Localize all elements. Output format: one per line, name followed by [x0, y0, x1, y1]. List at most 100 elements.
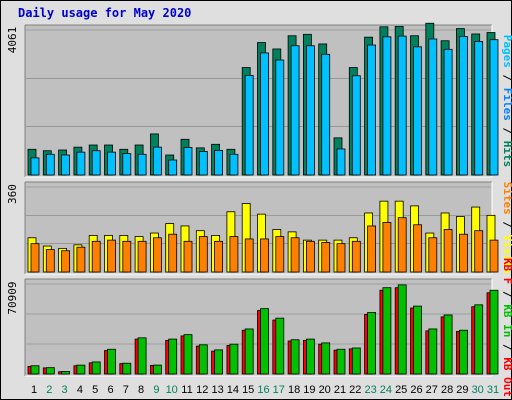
bar-files	[443, 48, 453, 176]
bar-kb-in	[168, 338, 178, 375]
bar-sites	[168, 233, 178, 273]
legend-entry: Visits	[501, 235, 512, 275]
bar-kb-in	[198, 344, 208, 375]
x-tick-label: 1	[31, 384, 37, 396]
bar-files	[382, 36, 392, 176]
x-tick-label: 18	[288, 384, 300, 396]
bar-sites	[137, 240, 147, 273]
bar-files	[183, 147, 193, 176]
bar-sites	[474, 230, 484, 273]
bar-sites	[290, 237, 300, 273]
bar-kb-in	[122, 362, 132, 375]
bar-kb-in	[76, 364, 86, 375]
bar-sites	[458, 233, 468, 273]
bar-kb-in	[45, 367, 55, 375]
bar-files	[413, 46, 422, 176]
x-tick-label: 30	[472, 384, 484, 396]
bar-sites	[61, 250, 70, 273]
bar-files	[290, 45, 300, 176]
bar-sites	[321, 242, 331, 273]
bar-kb-in	[458, 329, 468, 375]
bar-sites	[244, 238, 254, 273]
legend-entry: /	[501, 215, 512, 235]
x-tick-label: 6	[107, 384, 113, 396]
bar-kb-in	[443, 314, 453, 375]
bar-kb-in	[229, 343, 239, 375]
bar-kb-in	[305, 338, 315, 375]
bar-sites	[30, 243, 40, 273]
legend-entry: KB Out	[501, 357, 512, 397]
x-tick-label: 31	[487, 384, 499, 396]
x-tick-label: 24	[380, 384, 392, 396]
x-tick-label: 2	[46, 384, 52, 396]
bar-kb-in	[382, 287, 392, 375]
x-tick-label: 16	[257, 384, 269, 396]
bar-files	[489, 39, 499, 176]
bar-kb-in	[61, 371, 70, 375]
bar-kb-in	[413, 305, 422, 375]
x-tick-label: 8	[138, 384, 144, 396]
bar-files	[45, 153, 55, 176]
bar-kb-in	[30, 365, 40, 375]
bar-kb-in	[152, 364, 162, 375]
bar-sites	[76, 246, 86, 273]
x-tick-label: 10	[166, 384, 178, 396]
x-tick-label: 15	[242, 384, 254, 396]
bar-sites	[428, 237, 438, 273]
bar-sites	[45, 249, 55, 273]
bar-sites	[275, 236, 285, 273]
legend-entry: Pages	[501, 35, 512, 68]
bar-kb-in	[137, 337, 147, 375]
x-tick-label: 29	[456, 384, 468, 396]
bar-sites	[214, 240, 224, 273]
bar-kb-in	[244, 328, 254, 375]
bar-sites	[183, 240, 193, 273]
bar-files	[30, 157, 40, 176]
bar-files	[428, 38, 438, 176]
bar-kb-in	[290, 339, 300, 375]
bar-sites	[91, 240, 101, 273]
bar-kb-in	[214, 349, 224, 375]
bar-files	[305, 45, 315, 176]
bar-sites	[489, 239, 499, 273]
bar-files	[137, 153, 147, 176]
x-tick-label: 7	[123, 384, 129, 396]
bar-kb-in	[275, 317, 285, 375]
y-max-label: 4061	[6, 27, 19, 54]
bar-files	[152, 146, 162, 176]
bar-sites	[152, 237, 162, 273]
bar-files	[122, 153, 132, 176]
bar-files	[244, 74, 254, 176]
bar-files	[321, 53, 331, 176]
x-tick-label: 20	[319, 384, 331, 396]
y-max-label: 360	[6, 184, 19, 204]
bar-sites	[260, 238, 269, 273]
legend-entry: KB F	[501, 258, 512, 285]
series-legend: Sites / Visits	[501, 182, 512, 275]
x-tick-label: 11	[181, 384, 192, 396]
x-tick-label: 3	[62, 384, 68, 396]
bar-files	[367, 44, 377, 176]
bar-files	[91, 150, 101, 176]
x-tick-label: 26	[410, 384, 422, 396]
bar-sites	[443, 229, 453, 273]
bar-kb-in	[397, 284, 407, 375]
bar-sites	[107, 239, 116, 273]
x-tick-label: 23	[364, 384, 376, 396]
x-tick-label: 21	[334, 384, 346, 396]
x-tick-label: 13	[211, 384, 223, 396]
bar-files	[198, 151, 208, 176]
bar-kb-in	[336, 348, 346, 375]
bar-sites	[229, 236, 239, 273]
bar-sites	[397, 217, 407, 273]
x-tick-label: 28	[441, 384, 453, 396]
legend-entry: Hits	[501, 141, 512, 168]
bar-files	[168, 159, 178, 176]
bar-files	[397, 35, 407, 176]
bar-sites	[336, 243, 346, 273]
bar-files	[474, 41, 484, 176]
series-legend: KB F / KB In / KB Out	[501, 258, 512, 397]
legend-entry: /	[501, 121, 512, 141]
chart-title: Daily usage for May 2020	[18, 6, 192, 20]
